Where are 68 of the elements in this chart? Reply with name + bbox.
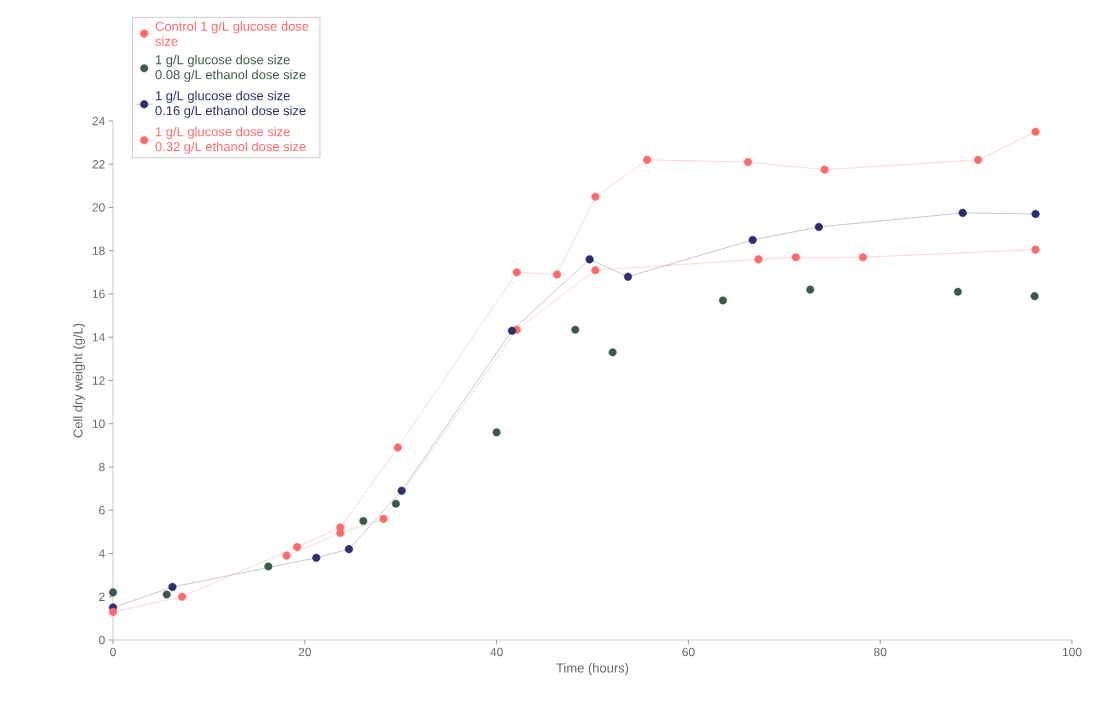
point [748, 235, 757, 245]
x-axis-title: Time (hours) [556, 663, 629, 676]
point [858, 253, 868, 262]
point [507, 326, 517, 335]
point [397, 486, 406, 495]
point [623, 272, 633, 281]
y-tick-label: 14 [92, 333, 105, 342]
point [718, 296, 727, 305]
point [282, 551, 291, 560]
point [359, 517, 368, 526]
point [108, 607, 118, 616]
point [608, 348, 617, 357]
point [973, 155, 983, 164]
point [953, 287, 962, 296]
point [391, 499, 400, 508]
y-tick-label: 20 [92, 203, 105, 212]
y-tick-label: 2 [99, 592, 105, 601]
y-tick-label: 18 [92, 246, 105, 255]
y-tick-label: 24 [92, 116, 105, 126]
y-tick-label: 6 [99, 506, 105, 515]
point [1030, 292, 1039, 301]
point [344, 545, 354, 554]
y-tick-label: 22 [92, 160, 105, 169]
x-tick-label: 20 [298, 647, 311, 657]
y-tick-label: 8 [99, 462, 105, 472]
point [177, 592, 187, 601]
point [492, 428, 501, 437]
point [643, 155, 652, 164]
y-tick-label: 16 [92, 289, 105, 299]
point [109, 588, 117, 597]
point [162, 590, 171, 599]
legend-label: 1 g/L glucose dose size 0.16 g/L ethanol dose size [155, 90, 306, 118]
point [591, 266, 600, 275]
legend-label: 1 g/L glucose dose size 0.08 g/L ethanol dose size [155, 54, 306, 82]
point [312, 553, 321, 562]
point [571, 325, 580, 334]
x-tick-label: 40 [490, 647, 503, 657]
y-tick-label: 4 [98, 549, 105, 558]
point [168, 582, 177, 592]
legend-label: 1 g/L glucose dose size 0.32 g/L ethanol dose size [155, 126, 306, 154]
y-tick-label: 10 [92, 419, 105, 428]
point [512, 268, 521, 277]
x-tick-label: 80 [874, 647, 887, 657]
point [591, 192, 600, 201]
point [552, 270, 562, 279]
point [293, 542, 302, 552]
x-tick-label: 100 [1062, 647, 1082, 657]
point [1031, 245, 1040, 254]
point [585, 255, 594, 264]
x-tick-label: 0 [110, 647, 116, 657]
point [1031, 209, 1040, 219]
point [1031, 127, 1040, 136]
point [743, 157, 752, 167]
y-tick-label: 12 [92, 376, 105, 385]
point [336, 523, 345, 532]
point [791, 253, 800, 262]
legend-label: Control 1 g/L glucose dose size [155, 21, 309, 46]
point [379, 514, 388, 523]
point [814, 222, 823, 232]
x-tick-label: 60 [682, 647, 695, 657]
y-axis-title: Cell dry weight (g/L) [73, 323, 86, 438]
y-tick-label: 0 [99, 635, 105, 645]
point [806, 285, 815, 294]
point [264, 562, 273, 571]
point [958, 208, 967, 217]
point [393, 443, 402, 452]
point [754, 255, 763, 264]
point [820, 165, 829, 174]
